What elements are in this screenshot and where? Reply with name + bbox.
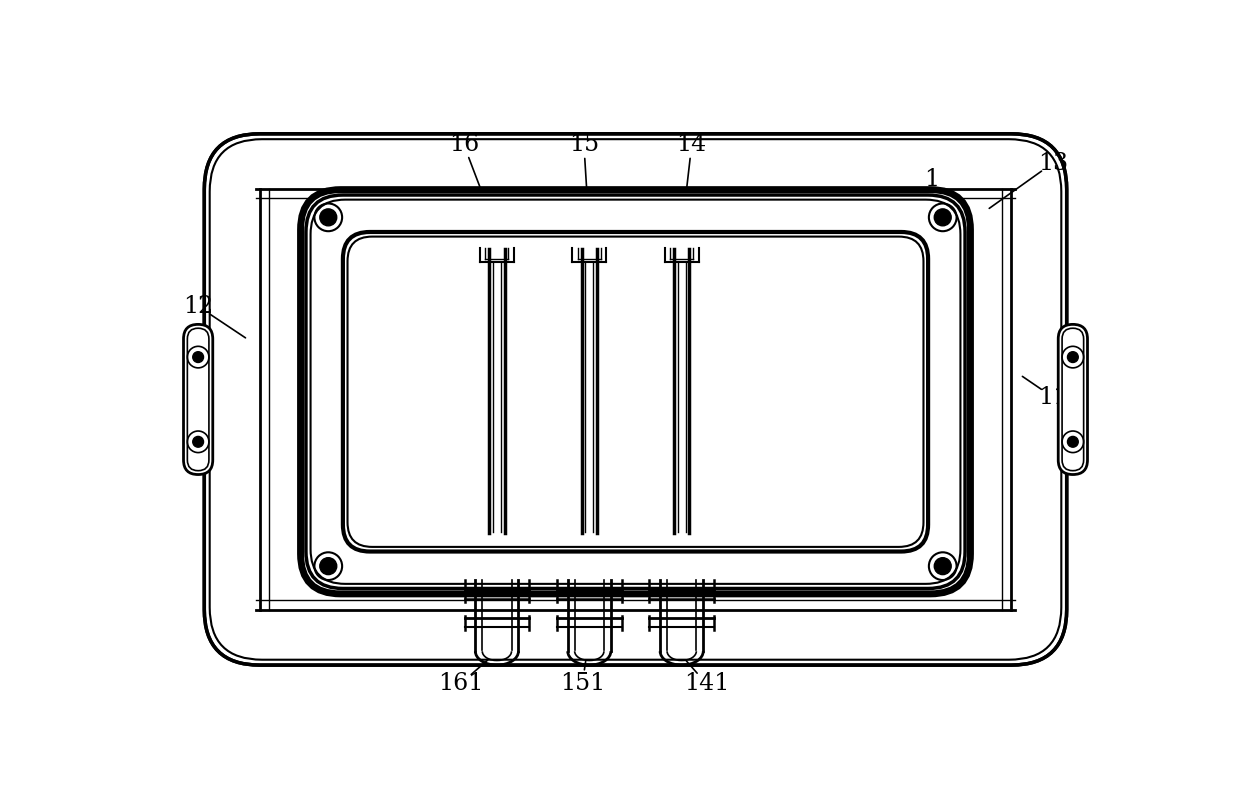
Circle shape (934, 209, 951, 226)
Circle shape (320, 209, 337, 226)
Circle shape (192, 437, 203, 447)
FancyBboxPatch shape (1058, 324, 1087, 475)
Text: 12: 12 (184, 295, 213, 318)
Text: 15: 15 (569, 133, 599, 156)
FancyBboxPatch shape (205, 134, 1066, 665)
Text: 151: 151 (559, 672, 605, 695)
Circle shape (1068, 352, 1079, 362)
Text: 1: 1 (924, 168, 940, 190)
Circle shape (1068, 437, 1079, 447)
Text: 161: 161 (438, 672, 484, 695)
Text: 14: 14 (677, 133, 707, 156)
Circle shape (934, 558, 951, 575)
Text: 141: 141 (683, 672, 729, 695)
Circle shape (192, 352, 203, 362)
Text: 13: 13 (1038, 152, 1068, 174)
Circle shape (320, 558, 337, 575)
Text: 11: 11 (1038, 386, 1068, 408)
FancyBboxPatch shape (184, 324, 213, 475)
Text: 16: 16 (449, 133, 479, 156)
FancyBboxPatch shape (300, 190, 971, 594)
FancyBboxPatch shape (343, 232, 928, 551)
